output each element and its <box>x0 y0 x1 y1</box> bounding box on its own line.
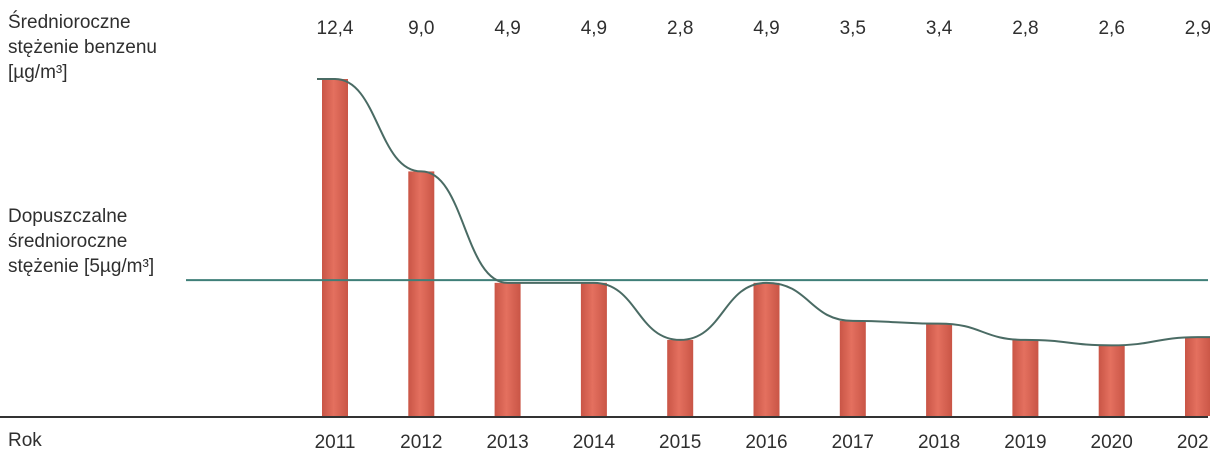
value-label-2018: 3,4 <box>926 18 953 39</box>
value-label-2012: 9,0 <box>408 18 434 39</box>
value-label-2016: 4,9 <box>753 18 779 39</box>
bar-2017 <box>839 320 866 416</box>
bar-2019 <box>1012 339 1039 416</box>
bar-2012 <box>408 171 435 416</box>
bar-2014 <box>580 282 607 416</box>
value-label-2014: 4,9 <box>581 18 607 39</box>
value-label-2011: 12,4 <box>317 18 354 39</box>
trend-layer <box>317 78 1210 347</box>
x-tick-2017: 2017 <box>832 432 874 453</box>
x-tick-2018: 2018 <box>918 432 960 453</box>
bar-2015 <box>667 339 694 416</box>
bar-2021 <box>1185 337 1210 416</box>
bar-2013 <box>494 282 521 416</box>
x-tick-2012: 2012 <box>400 432 442 453</box>
value-label-2015: 2,8 <box>667 18 693 39</box>
value-labels-layer: 12,4 9,0 4,9 4,9 2,8 4,9 3,5 3,4 2,8 2,6 2,9 <box>317 18 1210 39</box>
bar-2020 <box>1098 345 1125 416</box>
x-tick-2011: 2011 <box>315 432 356 453</box>
x-axis-label: Rok <box>8 430 42 451</box>
value-label-2013: 4,9 <box>494 18 520 39</box>
bar-2016 <box>753 282 780 416</box>
value-label-2017: 3,5 <box>840 18 866 39</box>
value-label-2021: 2,9 <box>1185 18 1210 39</box>
x-tick-2020: 2020 <box>1091 432 1133 453</box>
x-tick-2021: 2021 <box>1177 432 1210 453</box>
x-tick-2013: 2013 <box>486 432 528 453</box>
trend-line <box>317 78 1210 347</box>
bars-layer <box>322 79 1210 416</box>
x-tick-2015: 2015 <box>659 432 701 453</box>
bar-2011 <box>322 79 348 416</box>
x-tick-2019: 2019 <box>1004 432 1046 453</box>
y-axis-label: Średnioroczne stężenie benzenu [µg/m³] <box>8 12 157 83</box>
bar-2018 <box>926 323 953 416</box>
x-tick-2016: 2016 <box>745 432 787 453</box>
value-label-2020: 2,6 <box>1098 18 1124 39</box>
threshold-label: Dopuszczalne średnioroczne stężenie [5µg… <box>8 206 155 277</box>
x-tick-2014: 2014 <box>573 432 616 453</box>
value-label-2019: 2,8 <box>1012 18 1038 39</box>
tick-labels-layer: 2011 2012 2013 2014 2015 2016 2017 2018 2019 2020… <box>315 432 1210 453</box>
